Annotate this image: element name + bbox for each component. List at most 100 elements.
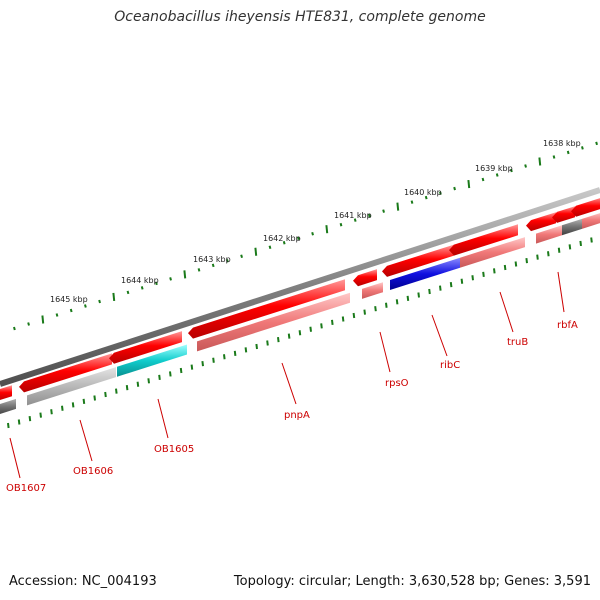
inner-tick: [158, 374, 161, 380]
scale-tick: [524, 164, 527, 168]
scale-tick: [396, 202, 400, 211]
inner-tick: [61, 405, 64, 411]
scale-label: 1640 kbp: [404, 188, 442, 197]
inner-tick: [212, 357, 215, 363]
inner-tick: [590, 237, 593, 243]
scale-tick: [339, 222, 343, 227]
inner-tick: [190, 364, 194, 370]
scale-tick: [98, 299, 101, 304]
scale-tick: [183, 270, 187, 279]
scale-tick: [311, 231, 314, 236]
scale-tick: [410, 200, 414, 204]
inner-tick: [525, 257, 528, 264]
scale-tick: [566, 150, 570, 155]
gene-label: pnpA: [284, 410, 310, 421]
scale-tick: [481, 177, 485, 182]
scale-tick: [510, 168, 513, 173]
inner-tick: [352, 312, 356, 319]
gene-feature: [571, 198, 600, 217]
gene-feature: [449, 224, 518, 256]
inner-tick: [233, 350, 237, 356]
inner-tick: [439, 285, 442, 291]
accession-text: Accession: NC_004193: [9, 574, 157, 589]
gene-labels: OB1607 OB1606 OB1605 pnpA rpsO ribC truB rbfA: [6, 320, 578, 494]
inner-tick: [449, 282, 453, 288]
inner-tick: [125, 385, 129, 391]
scale-tick: [41, 315, 45, 324]
scale-tick: [424, 195, 428, 200]
inner-tick: [547, 251, 550, 257]
leader-line: [9, 437, 21, 479]
map-title: Oceanobacillus iheyensis HTE831, complet…: [114, 9, 486, 25]
scale-tick: [552, 155, 556, 159]
gene-label: OB1606: [73, 466, 113, 477]
scale-tick: [382, 209, 385, 213]
scale-tick: [112, 292, 116, 302]
gene-feature: [552, 206, 575, 223]
scale-label: 1644 kbp: [121, 276, 159, 285]
gene-feature: [382, 244, 454, 277]
inner-ticks: [7, 237, 593, 429]
inner-tick: [298, 330, 302, 336]
scale-label: 1638 kbp: [543, 139, 581, 148]
inner-tick: [179, 367, 183, 374]
gene-feature: [117, 344, 187, 377]
leader-line: [157, 398, 169, 439]
scale-tick: [140, 286, 144, 290]
scale-tick: [297, 236, 300, 240]
inner-tick: [266, 340, 269, 346]
inner-tick: [503, 264, 507, 271]
inner-tick: [568, 244, 572, 250]
scale-tick: [211, 263, 215, 268]
scale-tick: [368, 213, 371, 218]
inner-tick: [28, 415, 32, 422]
inner-tick: [136, 381, 140, 387]
scale-label: 1639 kbp: [475, 164, 513, 173]
gene-label: OB1605: [154, 444, 194, 455]
scale-label: 1641 kbp: [334, 211, 372, 220]
label-leaders: [9, 271, 565, 479]
gene-feature: [0, 385, 12, 401]
gene-feature: [536, 225, 562, 244]
gene-feature: [27, 367, 116, 406]
inner-tick: [428, 288, 431, 295]
inner-tick: [320, 323, 323, 329]
gene-label: rpsO: [385, 378, 409, 389]
gene-label: truB: [507, 337, 528, 348]
scale-tick: [169, 277, 172, 281]
scale-tick: [538, 157, 542, 166]
genome-summary-text: Topology: circular; Length: 3,630,528 bp…: [233, 574, 591, 589]
gene-feature: [0, 398, 16, 415]
scale-tick: [282, 240, 286, 245]
inner-tick: [417, 292, 420, 298]
scale-tick: [84, 304, 87, 308]
inner-tick: [471, 275, 474, 281]
scale-tick: [69, 308, 73, 313]
inner-tick: [93, 395, 96, 401]
scale-tick: [55, 313, 59, 317]
scale-tick: [27, 322, 30, 326]
scale-tick: [581, 146, 584, 150]
scale-labels: 1638 kbp 1639 kbp 1640 kbp 1641 kbp 1642 kbp…: [50, 139, 581, 304]
inner-tick: [363, 309, 366, 315]
scale-tick: [467, 179, 471, 189]
inner-tick: [579, 240, 582, 247]
scale-ticks: [13, 141, 598, 331]
inner-tick: [460, 278, 464, 284]
inner-tick: [557, 247, 561, 253]
genome-backbone: [0, 187, 600, 387]
inner-tick: [201, 361, 204, 367]
gene-feature: [353, 269, 377, 287]
inner-tick: [406, 295, 410, 302]
leader-line: [499, 291, 514, 333]
gene-feature: [19, 353, 112, 393]
scale-tick: [353, 218, 357, 222]
gene-feature: [460, 237, 525, 268]
inner-tick: [17, 419, 21, 425]
inner-tick: [493, 268, 496, 274]
scale-tick: [197, 268, 201, 272]
leader-line: [557, 271, 565, 313]
scale-tick: [325, 225, 329, 234]
gene-features: [0, 198, 600, 415]
